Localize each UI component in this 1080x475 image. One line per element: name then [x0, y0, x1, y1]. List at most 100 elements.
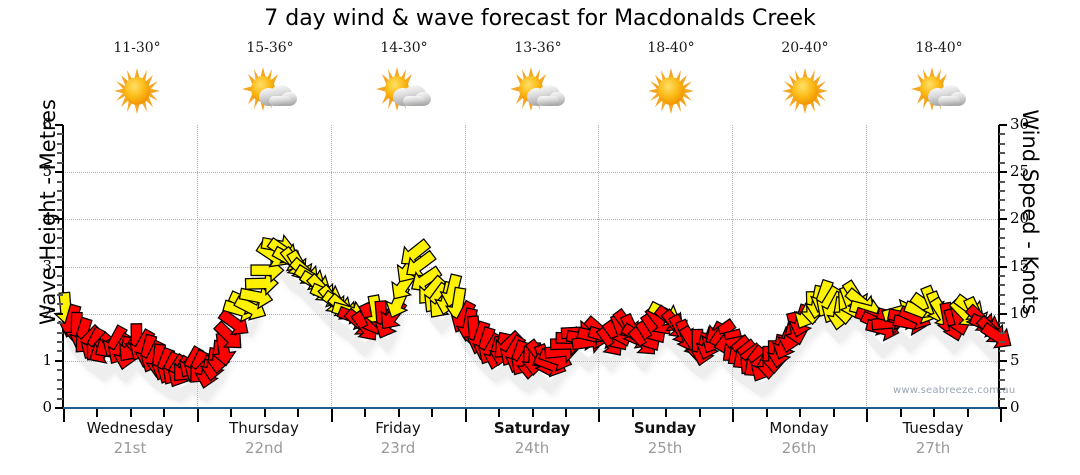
y-axis-right-minor-tick	[999, 227, 1005, 230]
y-axis-right-minor-tick	[999, 133, 1005, 136]
y-axis-right-minor-tick	[999, 340, 1005, 343]
day-header: 14-30°	[334, 40, 474, 116]
x-axis-day-tick	[464, 409, 467, 422]
x-axis-tick	[263, 409, 266, 417]
x-axis-day-tick	[196, 409, 199, 422]
sun-cloud-icon	[334, 66, 474, 116]
gridline-vertical	[598, 125, 600, 408]
gridline-vertical	[196, 125, 198, 408]
x-axis-tick	[899, 409, 902, 417]
x-axis-day-tick	[866, 409, 869, 422]
y-axis-right-minor-tick	[999, 331, 1005, 334]
day-footer: Thursday 22nd	[197, 418, 331, 458]
day-header: 11-30°	[67, 40, 207, 116]
y-axis-left-minor-tick	[57, 133, 63, 136]
y-axis-left-tick	[55, 171, 63, 174]
day-temperature: 11-30°	[113, 40, 161, 56]
y-axis-right-tick-label: 5	[1010, 350, 1020, 369]
y-axis-right-minor-tick	[999, 388, 1005, 391]
y-axis-right-tick	[999, 171, 1007, 174]
y-axis-right-minor-tick	[999, 256, 1005, 259]
y-axis-left-minor-tick	[57, 256, 63, 259]
plot-area	[63, 125, 1000, 408]
y-axis-left-tick	[55, 218, 63, 221]
day-footer: Saturday 24th	[465, 418, 599, 458]
x-axis-tick	[364, 409, 367, 417]
x-axis-day-tick	[330, 409, 333, 422]
y-axis-left-minor-tick	[57, 293, 63, 296]
x-axis-tick	[129, 409, 132, 417]
y-axis-right-tick	[999, 218, 1007, 221]
y-axis-right-tick	[999, 312, 1007, 315]
day-name: Tuesday	[902, 419, 964, 437]
x-axis	[62, 407, 1000, 409]
y-axis-right-tick-label: 20	[1010, 209, 1030, 228]
x-axis-day-tick	[1000, 409, 1002, 422]
y-axis-left-minor-tick	[57, 274, 63, 277]
x-axis-tick	[96, 409, 99, 417]
y-axis-left-tick	[55, 124, 63, 126]
y-axis-left-minor-tick	[57, 303, 63, 306]
y-axis-left-minor-tick	[57, 284, 63, 287]
day-header: 20-40°	[735, 40, 875, 116]
day-footer: Friday 23rd	[331, 418, 465, 458]
y-axis-left-minor-tick	[57, 322, 63, 325]
y-axis-right-minor-tick	[999, 199, 1005, 202]
day-date: 24th	[514, 439, 550, 457]
day-header: 18-40°	[601, 40, 741, 116]
sun-cloud-icon	[200, 66, 340, 116]
y-axis-left-minor-tick	[57, 397, 63, 400]
y-axis-right-minor-tick	[999, 208, 1005, 211]
day-name: Monday	[769, 419, 829, 437]
day-footer: Sunday 25th	[598, 418, 732, 458]
y-axis-left-tick-label: 1	[42, 350, 52, 369]
x-axis-day-tick	[598, 409, 601, 422]
y-axis-left-tick	[55, 407, 63, 409]
watermark: www.seabreeze.com.au	[893, 385, 1016, 396]
day-footer: Wednesday 21st	[63, 418, 197, 458]
y-axis-left-minor-tick	[57, 208, 63, 211]
y-axis-right-minor-tick	[999, 303, 1005, 306]
day-temperature: 20-40°	[781, 40, 829, 56]
gridline-horizontal	[63, 360, 1000, 362]
y-axis-right-tick-label: 25	[1010, 162, 1030, 181]
x-axis-tick	[933, 409, 936, 417]
y-axis-left-tick-label: 2	[42, 303, 52, 322]
y-axis-left-tick-label: 6	[42, 115, 52, 133]
x-axis-tick	[498, 409, 501, 417]
day-date: 21st	[113, 439, 147, 457]
day-date: 23rd	[380, 439, 416, 457]
day-temperature: 18-40°	[647, 40, 695, 56]
sun-icon	[67, 66, 207, 116]
y-axis-left-minor-tick	[57, 190, 63, 193]
y-axis-left-tick-label: 0	[42, 398, 52, 416]
y-axis-right-minor-tick	[999, 397, 1005, 400]
y-axis-left-minor-tick	[57, 350, 63, 353]
y-axis-right-minor-tick	[999, 237, 1005, 240]
day-name: Sunday	[633, 419, 697, 437]
y-axis-right-minor-tick	[999, 350, 1005, 353]
sun-icon	[601, 66, 741, 116]
x-axis-day-tick	[63, 409, 65, 422]
y-axis-left-minor-tick	[57, 388, 63, 391]
x-axis-tick	[966, 409, 969, 417]
day-name: Wednesday	[86, 419, 174, 437]
gridline-vertical	[732, 125, 734, 408]
x-axis-day-tick	[732, 409, 735, 422]
y-axis-left-minor-tick	[57, 378, 63, 381]
gridline-horizontal	[63, 313, 1000, 315]
y-axis-left-minor-tick	[57, 152, 63, 155]
y-axis-left-tick	[55, 359, 63, 362]
y-axis-left-minor-tick	[57, 199, 63, 202]
x-axis-tick	[765, 409, 768, 417]
day-footer: Monday 26th	[732, 418, 866, 458]
x-axis-tick	[397, 409, 400, 417]
y-axis-right-minor-tick	[999, 284, 1005, 287]
y-axis-right-minor-tick	[999, 322, 1005, 325]
gridline-horizontal	[63, 219, 1000, 221]
page-title: 7 day wind & wave forecast for Macdonald…	[264, 6, 816, 31]
sun-icon	[735, 66, 875, 116]
y-axis-right-minor-tick	[999, 378, 1005, 381]
day-date: 25th	[647, 439, 683, 457]
